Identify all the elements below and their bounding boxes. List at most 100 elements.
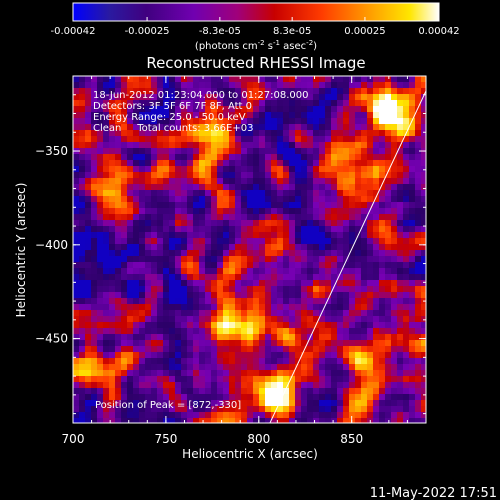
heatmap-cell <box>193 418 200 423</box>
heatmap-cell <box>403 268 410 275</box>
heatmap-cell <box>175 154 182 161</box>
heatmap-cell <box>391 106 398 113</box>
heatmap-cell <box>85 142 92 149</box>
heatmap-cell <box>199 226 206 233</box>
heatmap-cell <box>361 286 368 293</box>
heatmap-cell <box>229 322 236 329</box>
heatmap-cell <box>397 370 404 377</box>
heatmap-cell <box>349 160 356 167</box>
heatmap-cell <box>421 334 426 341</box>
heatmap-cell <box>379 142 386 149</box>
heatmap-cell <box>409 136 416 143</box>
heatmap-cell <box>379 238 386 245</box>
heatmap-cell <box>391 94 398 101</box>
heatmap-cell <box>253 412 260 419</box>
heatmap-cell <box>277 418 284 423</box>
heatmap-cell <box>409 358 416 365</box>
heatmap-cell <box>97 238 104 245</box>
heatmap-cell <box>373 292 380 299</box>
heatmap-cell <box>349 202 356 209</box>
heatmap-cell <box>409 82 416 89</box>
heatmap-cell <box>193 346 200 353</box>
heatmap-cell <box>283 358 290 365</box>
heatmap-cell <box>343 148 350 155</box>
heatmap-cell <box>91 232 98 239</box>
heatmap-cell <box>415 304 422 311</box>
heatmap-cell <box>133 418 140 423</box>
heatmap-cell <box>235 100 242 107</box>
heatmap-cell <box>127 394 134 401</box>
heatmap-cell <box>79 394 86 401</box>
heatmap-cell <box>325 160 332 167</box>
heatmap-cell <box>385 334 392 341</box>
heatmap-cell <box>373 358 380 365</box>
heatmap-cell <box>193 238 200 245</box>
heatmap-cell <box>115 328 122 335</box>
heatmap-cell <box>265 202 272 209</box>
heatmap-cell <box>235 154 242 161</box>
heatmap-cell <box>295 196 302 203</box>
heatmap-cell <box>319 178 326 185</box>
heatmap-cell <box>325 148 332 155</box>
heatmap-cell <box>331 208 338 215</box>
heatmap-cell <box>397 130 404 137</box>
heatmap-cell <box>217 142 224 149</box>
heatmap-cell <box>217 358 224 365</box>
heatmap-cell <box>157 220 164 227</box>
heatmap-cell <box>283 310 290 317</box>
heatmap-cell <box>313 178 320 185</box>
heatmap-cell <box>331 358 338 365</box>
x-axis-label: Heliocentric X (arcsec) <box>182 447 318 461</box>
heatmap-cell <box>91 118 98 125</box>
heatmap-cell <box>397 280 404 287</box>
heatmap-cell <box>337 292 344 299</box>
heatmap-cell <box>175 172 182 179</box>
heatmap-cell <box>313 148 320 155</box>
heatmap-cell <box>163 334 170 341</box>
heatmap-cell <box>127 400 134 407</box>
heatmap-cell <box>271 106 278 113</box>
heatmap-cell <box>157 370 164 377</box>
heatmap-cell <box>385 268 392 275</box>
heatmap-cell <box>193 88 200 95</box>
heatmap-cell <box>331 154 338 161</box>
heatmap-cell <box>145 244 152 251</box>
heatmap-cell <box>409 226 416 233</box>
heatmap-cell <box>415 364 422 371</box>
heatmap-cell <box>223 304 230 311</box>
heatmap-cell <box>265 172 272 179</box>
heatmap-cell <box>409 262 416 269</box>
heatmap-cell <box>127 112 134 119</box>
heatmap-cell <box>379 118 386 125</box>
heatmap-cell <box>301 124 308 131</box>
heatmap-cell <box>247 268 254 275</box>
heatmap-cell <box>127 316 134 323</box>
heatmap-cell <box>193 196 200 203</box>
heatmap-cell <box>241 214 248 221</box>
heatmap-cell <box>127 262 134 269</box>
heatmap-cell <box>109 82 116 89</box>
heatmap-cell <box>103 100 110 107</box>
heatmap-cell <box>343 370 350 377</box>
heatmap-cell <box>265 112 272 119</box>
heatmap-cell <box>247 100 254 107</box>
heatmap-cell <box>415 382 422 389</box>
heatmap-cell <box>103 172 110 179</box>
plot-frame <box>72 75 427 424</box>
heatmap-cell <box>283 118 290 125</box>
heatmap-cell <box>169 376 176 383</box>
heatmap-cell <box>193 358 200 365</box>
heatmap-cell <box>397 124 404 131</box>
heatmap-cell <box>307 232 314 239</box>
heatmap-cell <box>229 148 236 155</box>
heatmap-cell <box>385 220 392 227</box>
heatmap-cell <box>241 112 248 119</box>
heatmap-cell <box>97 214 104 221</box>
heatmap-cell <box>163 328 170 335</box>
heatmap-cell <box>187 262 194 269</box>
heatmap-cell <box>379 364 386 371</box>
heatmap-cell <box>217 232 224 239</box>
heatmap-cell <box>127 328 134 335</box>
heatmap-cell <box>229 250 236 257</box>
heatmap-cell <box>139 328 146 335</box>
